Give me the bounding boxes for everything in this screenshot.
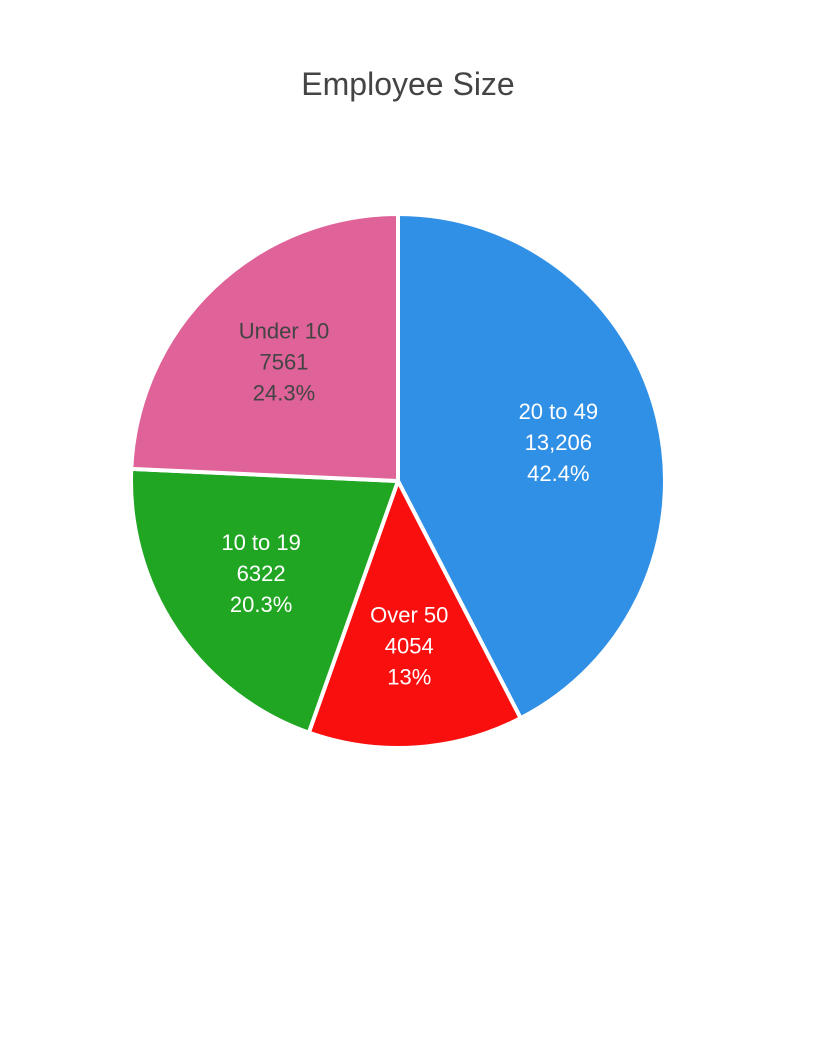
slice-value-over-50: 4054 <box>385 634 434 659</box>
slice-label-group-10-to-19: 10 to 19 6322 20.3% <box>221 530 301 617</box>
slice-value-under-10: 7561 <box>260 350 309 375</box>
slice-label-under-10: Under 10 <box>239 319 330 344</box>
slice-value-10-to-19: 6322 <box>237 561 286 586</box>
chart-title: Employee Size <box>301 66 515 102</box>
slice-value-20-to-49: 13,206 <box>525 430 592 455</box>
pie-slice-20-to-49 <box>396 212 667 721</box>
pie-slice-under-10 <box>129 212 400 483</box>
pie-slice-10-to-19 <box>129 466 400 735</box>
slice-label-group-over-50: Over 50 4054 13% <box>370 603 448 690</box>
slice-percent-over-50: 13% <box>387 665 431 690</box>
slice-label-over-50: Over 50 <box>370 603 448 628</box>
slice-label-group-20-to-49: 20 to 49 13,206 42.4% <box>519 399 599 486</box>
slice-percent-20-to-49: 42.4% <box>527 461 589 486</box>
pie-slice-over-50 <box>306 479 523 750</box>
slice-percent-10-to-19: 20.3% <box>230 592 292 617</box>
slice-label-20-to-49: 20 to 49 <box>519 399 599 424</box>
slice-label-10-to-19: 10 to 19 <box>221 530 301 555</box>
slice-label-group-under-10: Under 10 7561 24.3% <box>239 319 330 406</box>
slice-percent-under-10: 24.3% <box>253 381 315 406</box>
